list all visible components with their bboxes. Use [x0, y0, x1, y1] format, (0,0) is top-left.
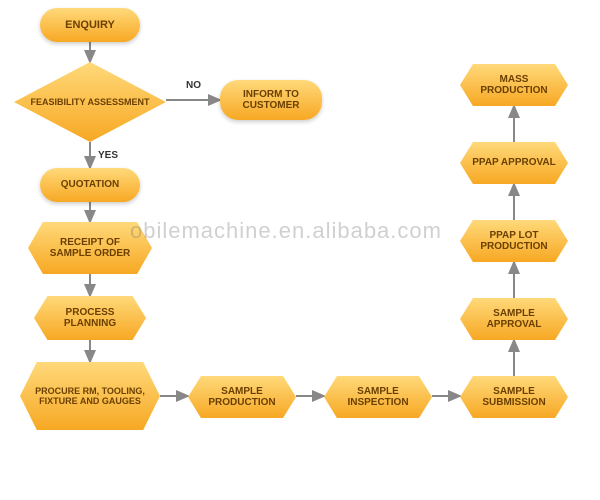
- node-massprod: MASS PRODUCTION: [460, 64, 568, 106]
- node-enquiry: ENQUIRY: [40, 8, 140, 42]
- node-sampleinsp: SAMPLE INSPECTION: [324, 376, 432, 418]
- node-feasibility: FEASIBILITY ASSESSMENT: [14, 62, 166, 142]
- node-ppapapp: PPAP APPROVAL: [460, 142, 568, 184]
- node-inform: INFORM TO CUSTOMER: [220, 80, 322, 120]
- node-sampleapp: SAMPLE APPROVAL: [460, 298, 568, 340]
- node-procure: PROCURE RM, TOOLING, FIXTURE AND GAUGES: [20, 362, 160, 430]
- node-process: PROCESS PLANNING: [34, 296, 146, 340]
- node-sampleprod: SAMPLE PRODUCTION: [188, 376, 296, 418]
- node-quotation: QUOTATION: [40, 168, 140, 202]
- edge-label-yes: YES: [98, 150, 118, 161]
- node-ppaplot: PPAP LOT PRODUCTION: [460, 220, 568, 262]
- node-receipt: RECEIPT OF SAMPLE ORDER: [28, 222, 152, 274]
- node-samplesub: SAMPLE SUBMISSION: [460, 376, 568, 418]
- edge-label-no: NO: [186, 80, 201, 91]
- watermark-text: obilemachine.en.alibaba.com: [130, 218, 442, 244]
